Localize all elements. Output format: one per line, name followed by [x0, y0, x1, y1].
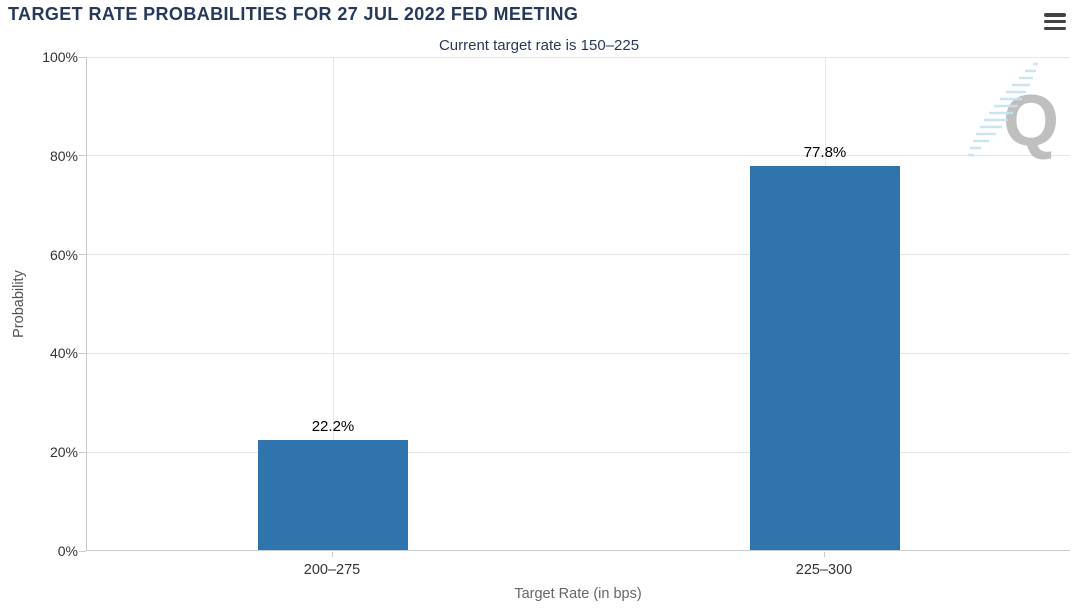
chart-title: TARGET RATE PROBABILITIES FOR 27 JUL 202… — [8, 4, 579, 24]
y-tick-label: 40% — [49, 345, 78, 362]
bar-value-label: 77.8% — [803, 143, 847, 161]
y-axis-title: Probability — [11, 270, 27, 338]
y-axis-tick — [79, 451, 86, 453]
bar-200-275[interactable] — [258, 440, 408, 550]
y-axis-tick — [79, 155, 86, 157]
y-gridline — [87, 254, 1070, 256]
y-tick-label: 20% — [49, 444, 78, 461]
y-gridline — [87, 352, 1070, 354]
y-gridline — [87, 155, 1070, 157]
chart-context-menu-button[interactable] — [1044, 13, 1068, 30]
x-category-label: 200–275 — [303, 562, 361, 578]
x-axis-tick — [331, 552, 333, 557]
y-axis-tick — [79, 254, 86, 256]
x-category-label: 225–300 — [795, 562, 853, 578]
y-gridline — [87, 56, 1070, 58]
x-axis-tick — [823, 552, 825, 557]
x-axis-title: Target Rate (in bps) — [514, 586, 642, 602]
bar-value-label: 22.2% — [311, 418, 355, 436]
watermark-letter-q: Q — [1003, 81, 1059, 161]
plot-area: 22.2% 77.8% — [86, 56, 1070, 551]
quikstrike-watermark-logo: Q — [968, 62, 1059, 161]
y-axis-tick — [79, 352, 86, 354]
y-axis-tick — [79, 56, 86, 58]
y-tick-label: 0% — [57, 543, 78, 559]
watermark-speed-lines — [968, 62, 1038, 157]
y-tick-label: 60% — [49, 246, 78, 263]
x-gridline — [332, 57, 334, 550]
y-tick-label: 100% — [42, 49, 78, 65]
y-axis-tick — [79, 550, 86, 552]
y-tick-label: 80% — [49, 147, 78, 164]
chart-subtitle: Current target rate is 150–225 — [438, 37, 640, 54]
bar-225-300[interactable] — [750, 165, 900, 550]
y-gridline — [87, 451, 1070, 453]
